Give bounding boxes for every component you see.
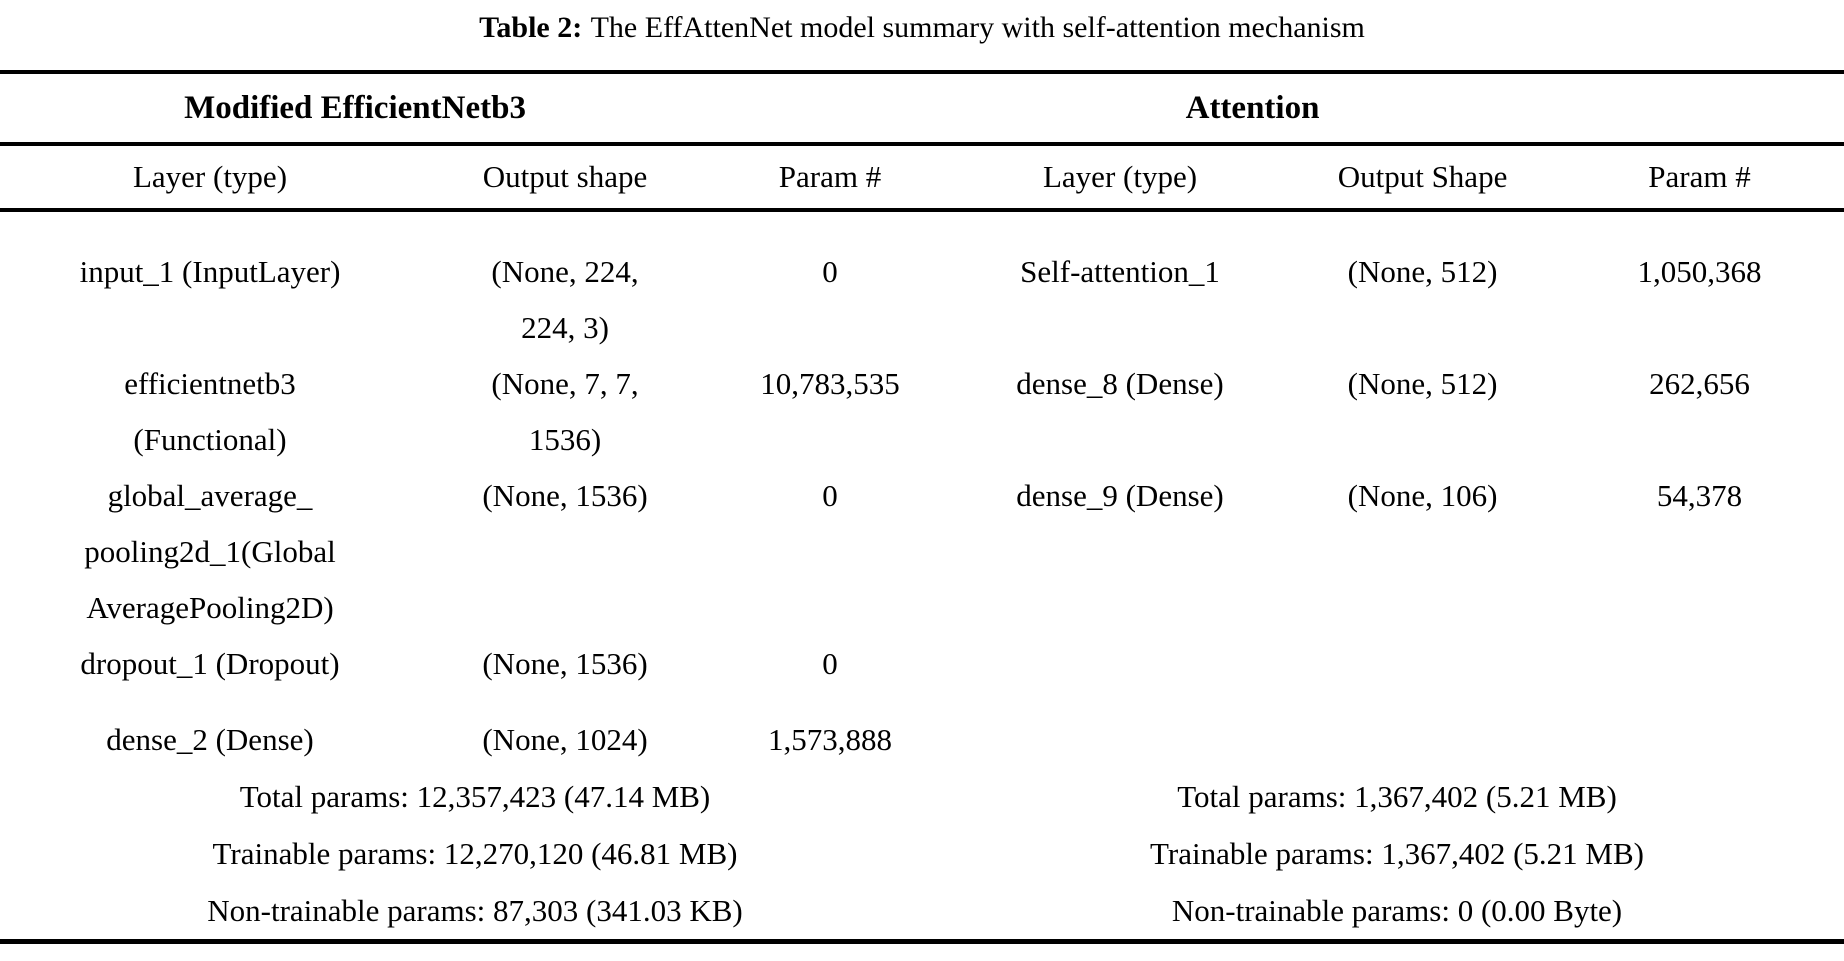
group-header-left-spacer [710,72,951,146]
table-row: dense_2 (Dense) (None, 1024) 1,573,888 [0,692,1844,768]
param-cell: 0 [822,646,838,681]
shape-cell: (None, 7, 7, 1536) [491,366,639,457]
layer-cell: dense_8 (Dense) [1016,366,1224,401]
param-cell: 1,573,888 [768,722,893,757]
trainable-params-right: Trainable params: 1,367,402 (5.21 MB) [1150,836,1644,871]
param-cell: 0 [822,478,838,513]
summary-row-trainable: Trainable params: 12,270,120 (46.81 MB) … [0,825,1844,882]
table-row: efficientnetb3 (Functional) (None, 7, 7,… [0,356,1844,468]
trainable-params-left: Trainable params: 12,270,120 (46.81 MB) [212,836,738,871]
column-header-row: Layer (type) Output shape Param # Layer … [0,144,1844,212]
group-header-right-spacer [1555,72,1844,146]
layer-cell: efficientnetb3 (Functional) [124,366,296,457]
group-header-modified-efficientnetb3: Modified EfficientNetb3 [0,72,711,146]
col-header-right-shape: Output Shape [1290,144,1556,212]
table-caption-text: The EffAttenNet model summary with self-… [590,11,1365,44]
layer-cell [950,692,1290,768]
summary-row-non-trainable: Non-trainable params: 87,303 (341.03 KB)… [0,882,1844,942]
group-header-row: Modified EfficientNetb3 Attention [0,72,1844,146]
shape-cell: (None, 512) [1347,366,1498,401]
shape-cell [1290,636,1555,692]
param-cell: 262,656 [1649,366,1750,401]
col-header-right-params: Param # [1555,144,1844,212]
param-cell [1555,692,1844,768]
table-caption-label: Table 2: [479,11,583,44]
layer-cell: Self-attention_1 [1020,254,1220,289]
layer-cell: dense_9 (Dense) [1016,478,1224,513]
shape-cell: (None, 1024) [482,722,648,757]
non-trainable-params-left: Non-trainable params: 87,303 (341.03 KB) [207,893,743,928]
col-header-left-shape: Output shape [420,144,711,212]
param-cell: 1,050,368 [1637,254,1762,289]
table-row: dropout_1 (Dropout) (None, 1536) 0 [0,636,1844,692]
total-params-right: Total params: 1,367,402 (5.21 MB) [1177,779,1617,814]
layer-cell: input_1 (InputLayer) [79,254,341,289]
shape-cell: (None, 106) [1347,478,1498,513]
table-caption: Table 2: The EffAttenNet model summary wi… [0,0,1844,48]
table-row: input_1 (InputLayer) (None, 224, 224, 3)… [0,210,1844,356]
group-header-attention: Attention [950,72,1556,146]
shape-cell: (None, 1536) [482,478,648,513]
total-params-left: Total params: 12,357,423 (47.14 MB) [239,779,711,814]
table-row: global_average_ pooling2d_1(Global Avera… [0,468,1844,636]
model-summary-table: Modified EfficientNetb3 Attention Layer … [0,70,1844,944]
col-header-right-layer: Layer (type) [950,144,1291,212]
layer-cell: dropout_1 (Dropout) [80,646,340,681]
col-header-left-params: Param # [710,144,951,212]
param-cell [1555,636,1844,692]
param-cell: 10,783,535 [760,366,900,401]
shape-cell: (None, 224, 224, 3) [491,254,639,345]
param-cell: 0 [822,254,838,289]
param-cell: 54,378 [1656,478,1743,513]
shape-cell: (None, 1536) [482,646,648,681]
summary-row-total: Total params: 12,357,423 (47.14 MB) Tota… [0,768,1844,825]
layer-cell: global_average_ pooling2d_1(Global Avera… [84,478,336,625]
layer-cell [950,636,1290,692]
layer-cell: dense_2 (Dense) [106,722,314,757]
shape-cell: (None, 512) [1347,254,1498,289]
shape-cell [1290,692,1555,768]
non-trainable-params-right: Non-trainable params: 0 (0.00 Byte) [1171,893,1623,928]
col-header-left-layer: Layer (type) [0,144,420,212]
